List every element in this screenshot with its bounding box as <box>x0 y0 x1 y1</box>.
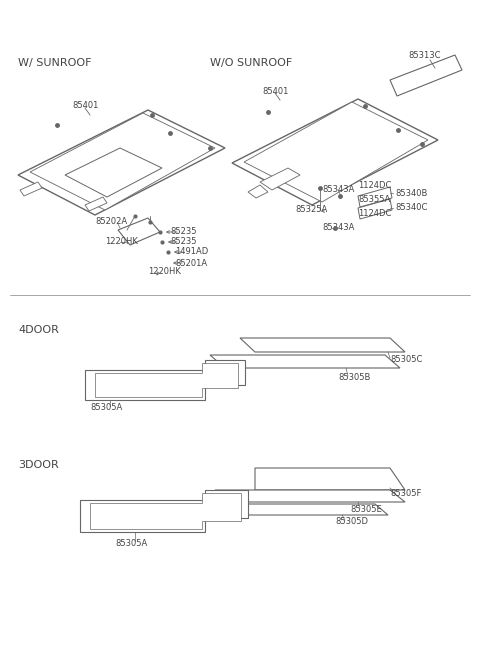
Text: 1124DC: 1124DC <box>358 181 391 191</box>
Text: W/O SUNROOF: W/O SUNROOF <box>210 58 292 68</box>
Polygon shape <box>248 185 268 198</box>
Text: 85305B: 85305B <box>338 373 371 383</box>
Text: 85343A: 85343A <box>322 223 354 233</box>
Polygon shape <box>358 187 392 207</box>
Polygon shape <box>95 363 238 397</box>
Polygon shape <box>215 490 405 502</box>
Text: 3DOOR: 3DOOR <box>18 460 59 470</box>
Text: 85325A: 85325A <box>295 206 327 214</box>
Polygon shape <box>240 338 405 352</box>
Polygon shape <box>90 493 241 529</box>
Text: 85305A: 85305A <box>115 538 147 548</box>
Text: 85313C: 85313C <box>408 52 441 60</box>
Text: 85355A: 85355A <box>358 195 390 204</box>
Polygon shape <box>210 504 388 515</box>
Text: 85340C: 85340C <box>395 204 427 212</box>
Polygon shape <box>65 148 162 197</box>
Text: 1220HK: 1220HK <box>148 267 181 276</box>
Text: 1124DC: 1124DC <box>358 210 391 219</box>
Polygon shape <box>390 55 462 96</box>
Text: 85305D: 85305D <box>335 517 368 527</box>
Text: 85401: 85401 <box>72 102 98 111</box>
Text: 85201A: 85201A <box>175 259 207 267</box>
Polygon shape <box>30 113 215 210</box>
Text: 85305F: 85305F <box>390 489 421 498</box>
Polygon shape <box>85 360 245 400</box>
Text: 85305A: 85305A <box>90 403 122 413</box>
Polygon shape <box>18 110 225 215</box>
Polygon shape <box>244 102 428 202</box>
Text: 85305C: 85305C <box>390 356 422 364</box>
Polygon shape <box>20 182 42 196</box>
Polygon shape <box>210 355 400 368</box>
Polygon shape <box>80 490 248 532</box>
Text: 85340B: 85340B <box>395 189 427 198</box>
Text: 85202A: 85202A <box>95 217 127 227</box>
Text: W/ SUNROOF: W/ SUNROOF <box>18 58 92 68</box>
Polygon shape <box>118 218 160 245</box>
Text: 85235: 85235 <box>170 238 196 246</box>
Polygon shape <box>255 468 405 490</box>
Polygon shape <box>85 197 107 211</box>
Polygon shape <box>260 168 300 190</box>
Polygon shape <box>232 99 438 205</box>
Text: 85305E: 85305E <box>350 506 382 514</box>
Text: 4DOOR: 4DOOR <box>18 325 59 335</box>
Text: 1220HK: 1220HK <box>105 238 138 246</box>
Text: 85401: 85401 <box>262 86 288 96</box>
Text: 85235: 85235 <box>170 227 196 236</box>
Polygon shape <box>358 199 392 219</box>
Text: 1491AD: 1491AD <box>175 248 208 257</box>
Text: 85343A: 85343A <box>322 185 354 193</box>
